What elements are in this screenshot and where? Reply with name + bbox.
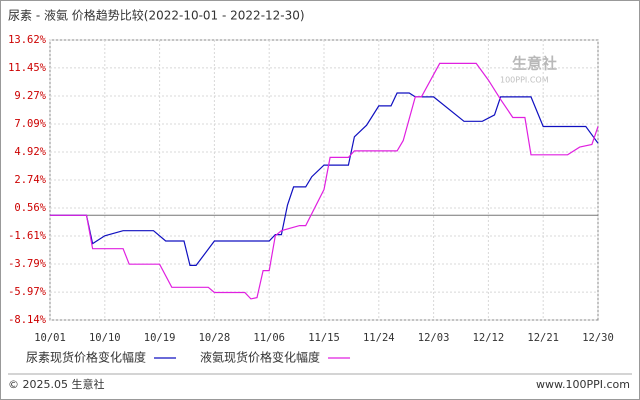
y-tick-label: 2.74% <box>14 174 46 186</box>
x-tick-label: 11/15 <box>308 332 340 344</box>
x-tick-label: 10/10 <box>89 332 121 344</box>
series-line <box>50 92 599 266</box>
y-tick-label: -5.97% <box>8 286 47 298</box>
x-tick-label: 12/21 <box>527 332 559 344</box>
footer-left: © 2025.05 生意社 <box>8 377 104 391</box>
y-tick-label: 9.27% <box>14 90 46 102</box>
y-tick-label: 11.45% <box>8 62 47 74</box>
x-tick-label: 10/28 <box>199 332 231 344</box>
y-tick-label: -8.14% <box>8 314 47 326</box>
legend-label: 液氨现货价格变化幅度 <box>200 350 320 365</box>
legend-label: 尿素现货价格变化幅度 <box>26 350 146 365</box>
watermark-site: 100PPI.COM <box>500 76 549 85</box>
x-tick-label: 12/30 <box>582 332 614 344</box>
x-tick-label: 10/01 <box>34 332 66 344</box>
y-tick-label: -3.79% <box>8 258 47 270</box>
watermark-brand: 生意社 <box>512 55 557 73</box>
x-tick-label: 11/06 <box>253 332 285 344</box>
chart-title: 尿素 - 液氨 价格趋势比较(2022-10-01 - 2022-12-30) <box>8 8 305 23</box>
y-tick-label: 13.62% <box>8 34 47 46</box>
x-tick-label: 11/24 <box>363 332 395 344</box>
series-line <box>50 62 599 300</box>
x-tick-label: 12/12 <box>473 332 505 344</box>
y-tick-label: 7.09% <box>14 118 46 130</box>
y-tick-label: 4.92% <box>14 146 46 158</box>
y-tick-label: -1.61% <box>8 230 47 242</box>
x-tick-label: 12/03 <box>418 332 450 344</box>
y-tick-label: 0.56% <box>14 202 46 214</box>
footer-right: www.100PPI.com <box>536 378 630 391</box>
x-tick-label: 10/19 <box>144 332 176 344</box>
